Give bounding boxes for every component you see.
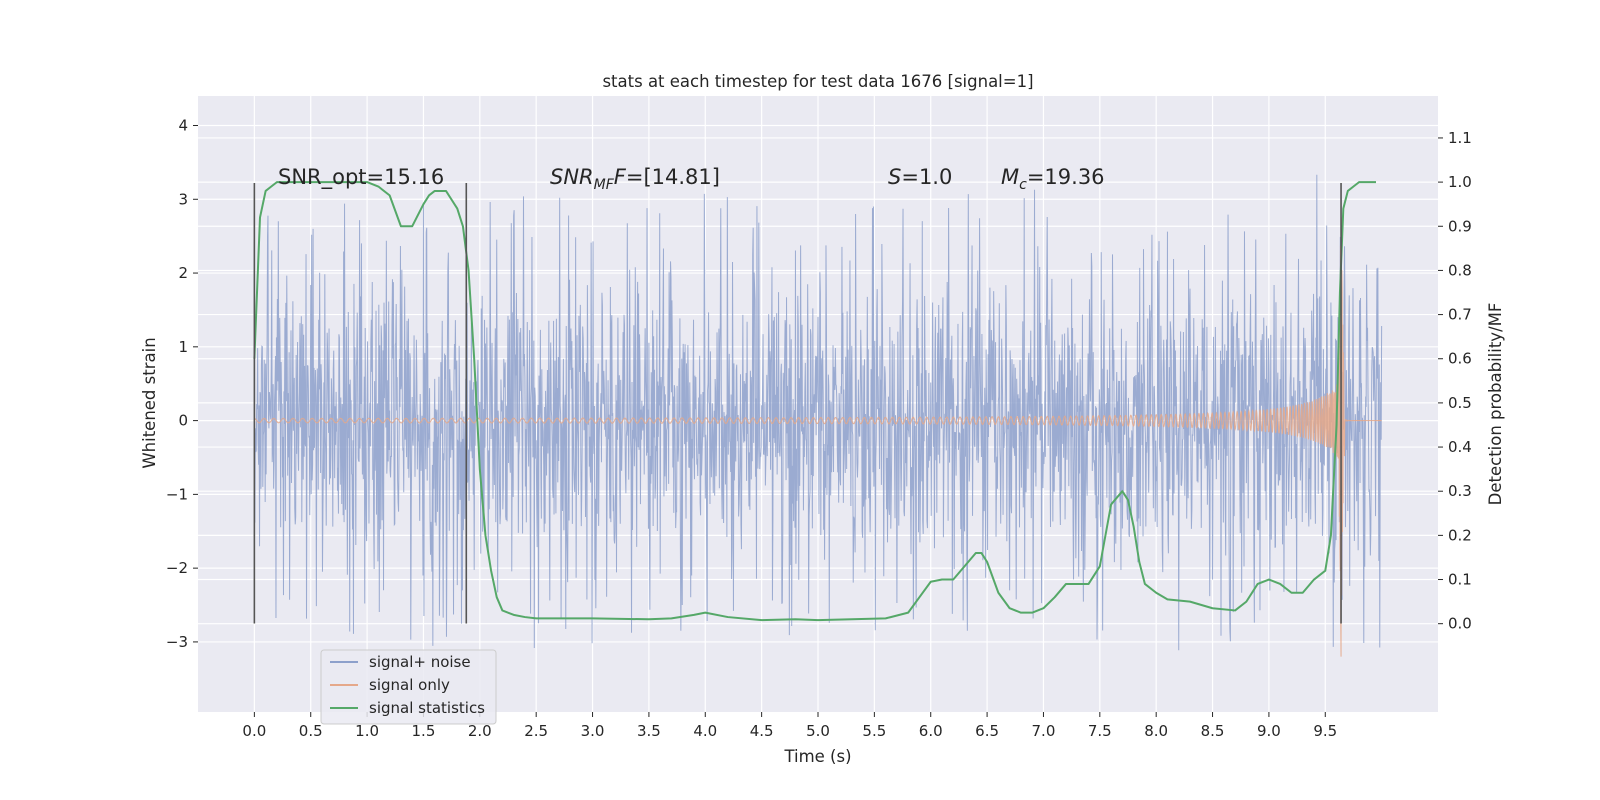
y-tick-label: −2 [166,559,188,577]
annotation-snr-opt: SNR_opt=15.16 [278,165,444,190]
legend-box [320,649,497,725]
legend-label-signal-noise: signal+ noise [369,653,471,671]
y-right-tick-label: 0.2 [1448,526,1472,544]
annotation-snr-mf-main: SNR [550,165,594,189]
legend-label-signal-only: signal only [369,676,450,694]
x-tick-label: 0.5 [299,722,323,740]
y-right-tick-label: 0.7 [1448,306,1472,324]
y-right-tick-label: 1.0 [1448,173,1472,191]
y-tick-label: 2 [178,264,188,282]
x-tick-label: 7.5 [1088,722,1112,740]
x-tick-label: 3.0 [581,722,605,740]
y-tick-label: 0 [178,412,188,430]
legend: signal+ noise signal only signal statist… [320,649,497,725]
x-tick-label: 2.0 [468,722,492,740]
series-signal-only [254,217,1382,657]
y-axis-left-ticks: −3 −2 −1 0 1 2 3 4 [166,117,198,651]
y-right-tick-label: 0.9 [1448,217,1472,235]
series-signal-noise [253,174,1383,651]
x-tick-label: 4.0 [693,722,717,740]
x-tick-label: 0.0 [242,722,266,740]
annotation-snr-mf-value: =[14.81] [626,165,720,189]
y-right-tick-label: 0.6 [1448,350,1472,368]
x-tick-label: 4.5 [750,722,774,740]
y-tick-label: 4 [178,117,188,135]
y-axis-right-ticks: 0.0 0.1 0.2 0.3 0.4 0.5 0.6 0.7 0.8 0.9 1.0 1.1 [1438,129,1472,633]
x-axis-label: Time (s) [783,747,851,766]
y-tick-label: −1 [166,485,188,503]
x-tick-label: 3.5 [637,722,661,740]
x-tick-label: 1.5 [412,722,436,740]
x-tick-label: 6.5 [975,722,999,740]
x-tick-label: 5.0 [806,722,830,740]
x-axis-ticks: 0.0 0.5 1.0 1.5 2.0 2.5 3.0 3.5 4.0 4.5 5.0 5.5 6.0 6… [242,712,1337,740]
x-tick-label: 6.0 [919,722,943,740]
annotation-mc-sub: c [1019,177,1027,193]
y-axis-right-label: Detection probability/MF [1486,303,1505,506]
annotation-snr-mf-f: F [614,165,627,189]
y-right-tick-label: 1.1 [1448,129,1472,147]
y-axis-label: Whitened strain [140,337,159,468]
annotation-s: S=1.0 [888,165,952,189]
y-tick-label: 3 [178,190,188,208]
annotations: SNR_opt=15.16 SNRMFF=[14.81] S=1.0 Mc=19… [278,165,1105,193]
y-right-tick-label: 0.4 [1448,438,1472,456]
chart-title: stats at each timestep for test data 167… [602,72,1033,91]
plot-series [253,174,1383,657]
annotation-s-value: =1.0 [901,165,952,189]
x-tick-label: 2.5 [524,722,548,740]
x-tick-label: 7.0 [1032,722,1056,740]
y-right-tick-label: 0.8 [1448,261,1472,279]
y-right-tick-label: 0.1 [1448,571,1472,589]
y-tick-label: 1 [178,338,188,356]
y-right-tick-label: 0.0 [1448,615,1472,633]
y-tick-label: −3 [166,633,188,651]
vertical-markers [253,183,1342,624]
x-tick-label: 8.0 [1144,722,1168,740]
x-tick-label: 1.0 [355,722,379,740]
legend-label-signal-statistics: signal statistics [369,699,485,717]
x-tick-label: 9.5 [1313,722,1337,740]
annotation-snr-mf-sub: MF [594,177,615,193]
y-right-tick-label: 0.5 [1448,394,1472,412]
x-tick-label: 8.5 [1201,722,1225,740]
annotation-snr-mf: SNRMFF=[14.81] [550,165,720,193]
x-tick-label: 5.5 [862,722,886,740]
y-right-tick-label: 0.3 [1448,482,1472,500]
annotation-mc-main: M [1001,165,1019,189]
x-tick-label: 9.0 [1257,722,1281,740]
annotation-s-main: S [888,165,901,189]
annotation-mc: Mc=19.36 [1001,165,1105,193]
series-signal-statistics [253,181,1376,622]
annotation-mc-value: =19.36 [1027,165,1105,189]
